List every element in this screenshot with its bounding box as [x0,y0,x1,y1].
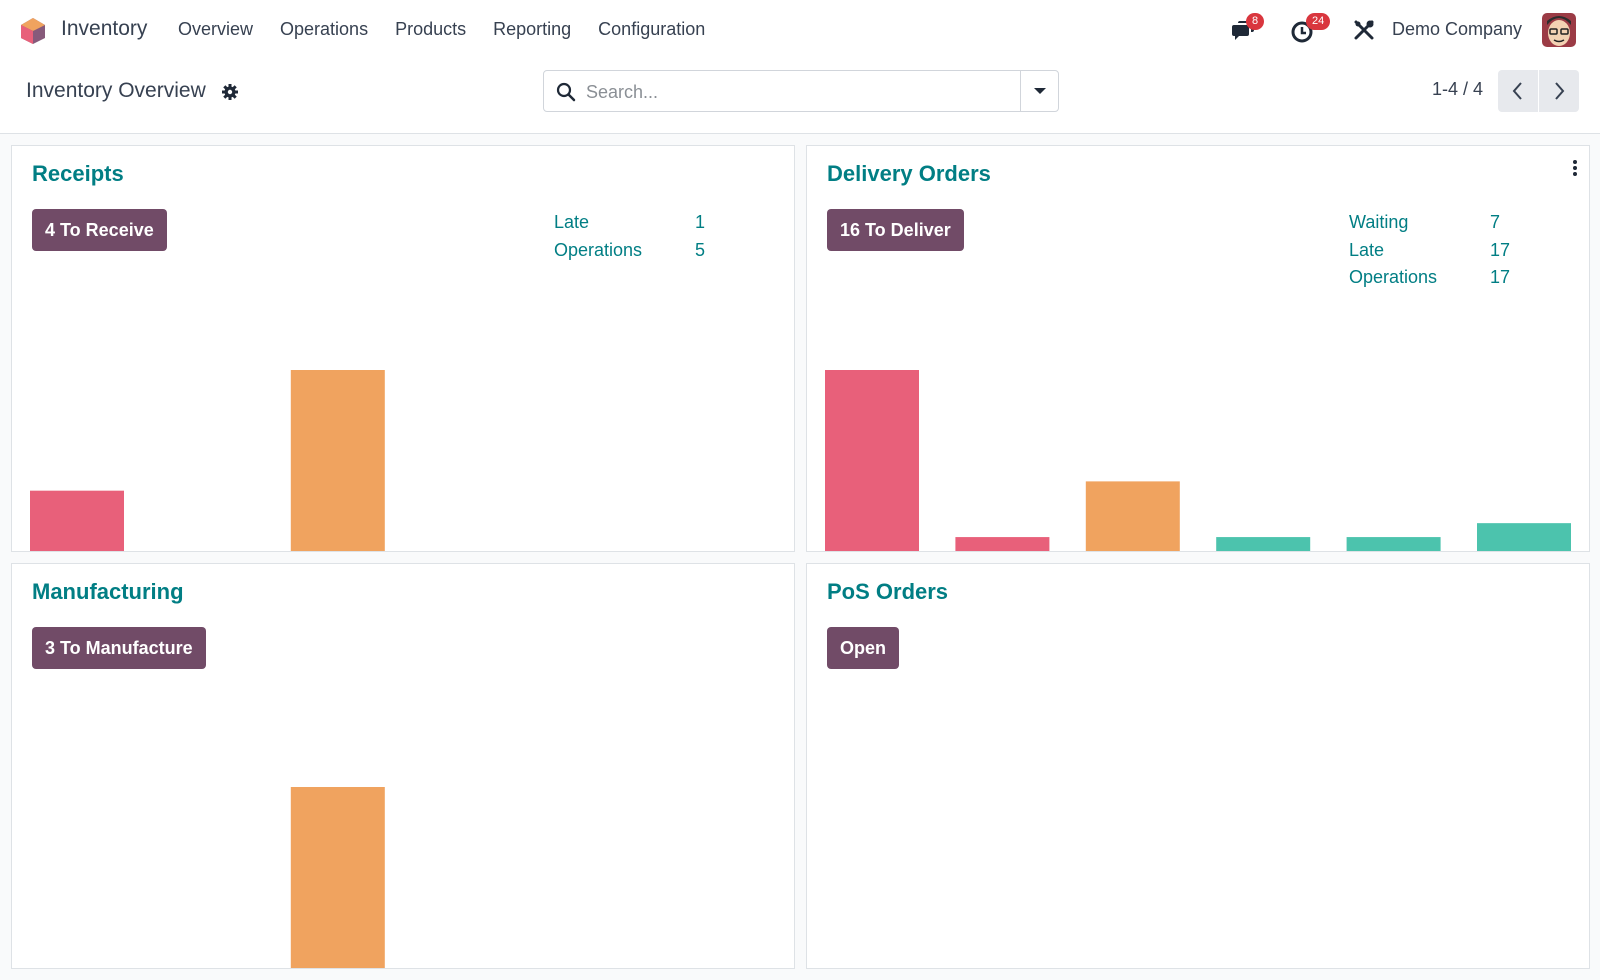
receipts-card-title[interactable]: Receipts [32,161,124,186]
chevron-right-icon [1555,82,1565,100]
activities-button[interactable]: 24 [1290,13,1331,44]
stat-value: 1 [695,212,706,232]
stat-row-late[interactable]: Late 1 [554,212,705,240]
chart-bar[interactable] [1085,481,1180,551]
top-navbar: Inventory Overview Operations Products R… [0,0,1600,62]
chart-bar[interactable] [30,490,124,551]
menu-products[interactable]: Products [395,19,467,39]
messages-button[interactable]: 8 [1231,13,1265,44]
stat-value: 5 [695,239,706,260]
receipts-card: Receipts 4 To Receive Late 1 Operations … [11,145,795,552]
search-options-toggle[interactable] [1020,71,1058,111]
stat-value: 17 [1490,239,1511,260]
manufacturing-card: Manufacturing 3 To Manufacture [11,563,795,969]
chart-bar[interactable] [1346,537,1441,551]
receipts-chart [30,370,385,551]
stat-row-operations[interactable]: Operations 17 [1349,267,1510,295]
pos-orders-card-title[interactable]: PoS Orders [827,579,949,604]
to-deliver-button[interactable]: 16 To Deliver [827,209,964,251]
stat-label: Late [554,212,590,232]
search-input[interactable] [586,79,996,105]
company-switcher[interactable]: Demo Company [1392,19,1523,39]
menu-reporting[interactable]: Reporting [493,19,572,39]
stat-label: Waiting [1349,212,1409,232]
delivery-orders-card: Delivery Orders 16 To Deliver Waiting 7 … [806,145,1590,552]
to-manufacture-button[interactable]: 3 To Manufacture [32,627,206,669]
inventory-app-logo-icon[interactable] [20,17,46,45]
control-panel: Inventory Overview 1-4 / 4 [0,62,1600,134]
chart-bar[interactable] [290,787,385,968]
stat-label: Operations [554,239,643,260]
stat-row-waiting[interactable]: Waiting 7 [1349,212,1510,240]
open-session-button[interactable]: Open [827,627,900,669]
stat-row-late[interactable]: Late 17 [1349,240,1510,268]
clock-icon [1291,21,1313,43]
manufacturing-chart [290,787,385,968]
search-bar [543,70,1059,112]
user-avatar[interactable] [1542,13,1576,47]
kebab-menu-icon[interactable] [1571,158,1579,178]
menu-overview[interactable]: Overview [178,19,254,39]
stat-value: 17 [1490,267,1511,287]
receipts-stats: Late 1 Operations 5 [554,212,705,267]
menu-operations[interactable]: Operations [280,19,369,39]
pos-orders-card: PoS Orders Open [806,563,1590,969]
menu-configuration[interactable]: Configuration [598,19,706,39]
chevron-left-icon [1512,82,1522,100]
delivery-orders-card-title[interactable]: Delivery Orders [827,161,991,186]
delivery-stats: Waiting 7 Late 17 Operations 17 [1349,212,1510,295]
to-receive-button[interactable]: 4 To Receive [32,209,167,251]
messages-badge: 8 [1246,13,1265,30]
debug-tools-button[interactable] [1352,18,1378,44]
tools-icon [1354,20,1374,40]
stat-row-operations[interactable]: Operations 5 [554,240,705,268]
page-title: Inventory Overview [26,79,206,102]
user-avatar-icon [1542,13,1576,47]
delivery-orders-chart [825,370,1571,551]
chart-bar[interactable] [1216,537,1311,551]
stat-label: Late [1349,239,1385,260]
chart-bar[interactable] [955,537,1050,551]
chart-bar[interactable] [1477,523,1571,551]
app-name[interactable]: Inventory [61,17,148,40]
stat-value: 7 [1490,212,1501,232]
caret-down-icon [1034,88,1046,94]
pager-value[interactable]: 1-4 / 4 [1432,79,1484,99]
stat-label: Operations [1349,267,1438,287]
search-icon [556,82,576,102]
chart-bar[interactable] [290,370,385,551]
main-menu: Overview Operations Products Reporting C… [178,19,732,40]
activities-badge: 24 [1306,13,1331,30]
pager-previous-button[interactable] [1498,70,1538,112]
chart-bar[interactable] [825,370,919,551]
manufacturing-card-title[interactable]: Manufacturing [32,579,184,604]
gear-icon[interactable] [221,83,239,101]
pager-next-button[interactable] [1539,70,1579,112]
